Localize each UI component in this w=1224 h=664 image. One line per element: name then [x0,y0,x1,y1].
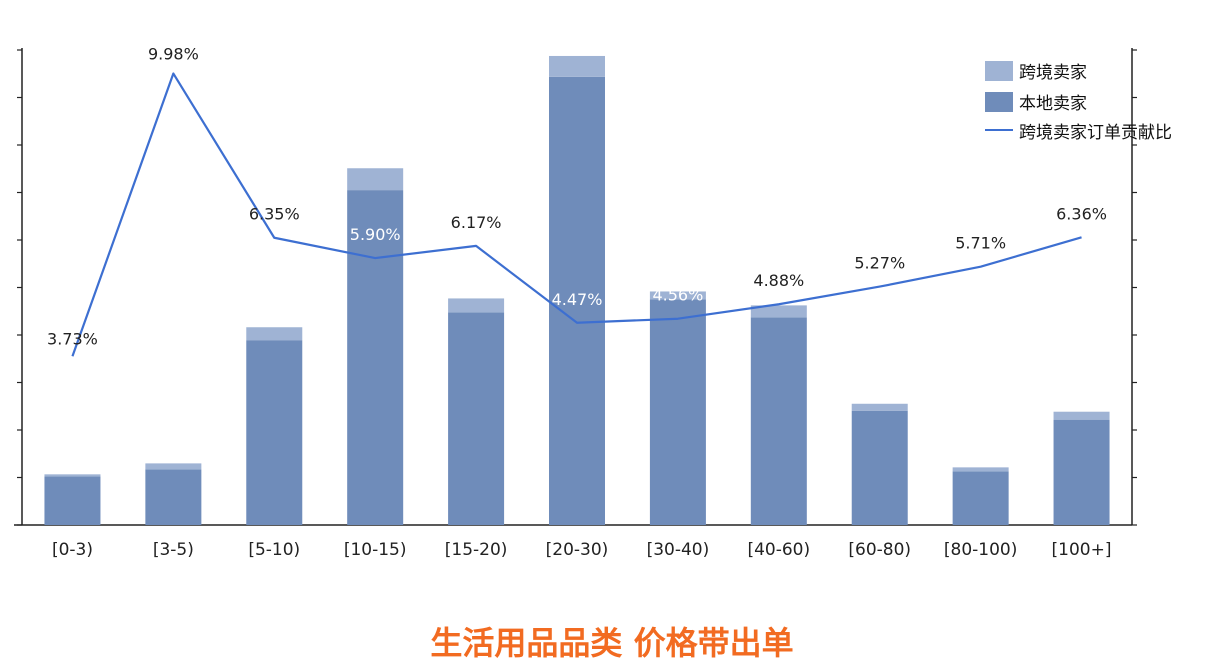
bar-local [145,469,202,525]
data-label-ratio: 3.73% [47,329,98,348]
x-tick-label: [60-80) [848,540,911,560]
data-label-ratio: 6.17% [451,213,502,232]
data-label-ratio: 5.27% [854,254,905,273]
legend-swatch-local [985,92,1013,112]
legend-label-local: 本地卖家 [1019,94,1087,114]
bar-cross-border [347,168,404,191]
data-label-ratio: 5.90% [350,225,401,244]
bar-local [952,471,1009,525]
legend-label-cross-border: 跨境卖家 [1019,63,1087,83]
legend-label-ratio: 跨境卖家订单贡献比 [1019,123,1172,143]
plot-area: [0-3) [3-5) [5-10) [10-15) [15-20) [20-30) [30… [14,45,1137,560]
data-label-ratio: 4.56% [652,286,703,305]
chart-title: 生活用品品类 价格带出单 [430,624,794,662]
data-label-ratio: 6.36% [1056,204,1107,223]
data-label-ratio: 9.98% [148,45,199,64]
bar-cross-border [952,467,1009,472]
x-tick-label: [5-10) [248,540,300,560]
x-tick-label: [10-15) [344,540,407,560]
bar-local [549,76,605,526]
bar-cross-border [549,55,605,77]
x-tick-label: [20-30) [546,540,609,560]
x-tick-label: [30-40) [647,540,710,560]
bar-cross-border [750,305,807,318]
x-tick-label: [100+] [1052,540,1112,560]
bar-local [246,340,303,525]
bar-cross-border [1053,411,1110,420]
line-cross-border-ratio [71,72,1082,357]
legend: 跨境卖家 本地卖家 跨境卖家订单贡献比 [985,61,1172,143]
x-tick-label: [3-5) [153,540,194,560]
bar-cross-border [649,291,706,300]
bar-cross-border [145,463,202,470]
data-label-ratio: 4.47% [552,290,603,309]
x-tick-label: [80-100) [944,540,1017,560]
bar-local [649,299,706,525]
bar-cross-border [44,474,101,477]
bar-local [44,476,101,525]
legend-swatch-cross-border [985,61,1013,81]
x-tick-label: [15-20) [445,540,508,560]
bar-local [1053,419,1110,525]
data-label-ratio: 6.35% [249,205,300,224]
x-tick-label: [0-3) [52,540,93,560]
data-label-ratio: 4.88% [753,271,804,290]
bar-local [448,312,505,525]
bar-local [750,317,807,525]
bar-cross-border [851,403,908,411]
bar-local [851,410,908,525]
bar-cross-border [246,327,303,341]
bar-cross-border [448,298,505,313]
x-tick-label: [40-60) [747,540,810,560]
bar-local [347,190,404,526]
data-label-ratio: 5.71% [955,234,1006,253]
